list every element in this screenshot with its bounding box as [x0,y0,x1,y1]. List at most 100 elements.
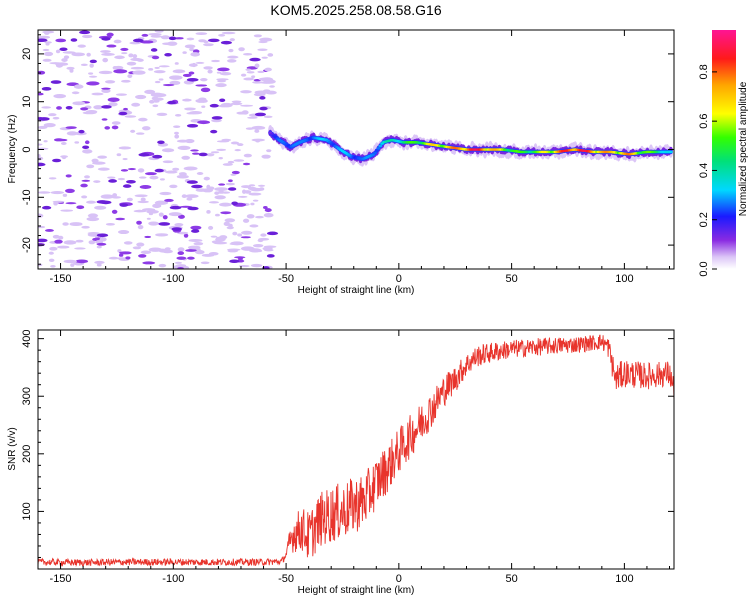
noise-speckle [141,33,149,37]
noise-speckle [218,104,228,108]
noise-speckle-strong [219,98,226,103]
noise-speckle [123,241,133,245]
noise-speckle [111,196,121,199]
noise-speckle [50,190,65,195]
noise-speckle [203,66,213,70]
noise-speckle [128,53,134,58]
noise-speckle [208,252,219,256]
noise-speckle [169,184,178,189]
noise-speckle [175,114,182,117]
noise-speckle [226,226,234,230]
noise-speckle [196,172,204,175]
noise-speckle [172,69,186,74]
noise-speckle [190,149,199,152]
noise-speckle-strong [259,96,266,100]
noise-speckle [177,247,185,252]
noise-speckle [178,214,185,219]
noise-speckle [100,50,111,53]
noise-speckle-strong [38,117,50,121]
top-y-tick-label: 0 [21,146,33,152]
noise-speckle [138,117,148,122]
noise-speckle-strong [52,158,62,163]
noise-speckle [238,195,248,198]
noise-speckle [97,167,110,171]
noise-speckle [152,104,159,108]
noise-speckle [254,129,260,133]
bottom-y-tick-label: 300 [21,387,33,405]
noise-speckle-strong [132,38,144,43]
noise-speckle [154,80,161,84]
colorbar-label: Normalized spectral amplitude [738,81,749,216]
noise-speckle [72,101,86,106]
top-x-axis-label: Height of straight line (km) [298,285,415,296]
doppler-trace [268,124,674,167]
noise-speckle [186,37,195,41]
noise-speckle [181,155,191,160]
bottom-y-tick-label: 400 [21,329,33,347]
noise-speckle [261,56,268,59]
noise-speckle [251,125,266,130]
noise-speckle [236,111,248,115]
noise-speckle [84,140,90,145]
noise-speckle-strong [38,162,46,167]
noise-speckle-strong [187,206,199,211]
noise-speckle [240,104,254,107]
noise-speckle-strong [167,100,176,105]
noise-speckle [161,148,175,153]
top-x-tick-label: -100 [162,273,184,285]
snr-series [38,334,674,567]
noise-speckle [137,225,144,230]
noise-speckle [242,189,247,194]
noise-speckle-strong [191,184,203,189]
noise-speckle [167,41,178,46]
noise-speckle [230,102,243,106]
noise-speckle [236,143,244,147]
noise-speckle-strong [249,57,261,62]
noise-speckle [80,107,89,111]
noise-speckle [266,149,272,153]
bottom-x-tick-label: -150 [50,573,72,585]
noise-speckle [265,90,277,95]
noise-speckle-strong [254,112,266,117]
noise-speckle [106,32,114,37]
noise-speckle-strong [89,59,97,64]
noise-speckle [80,183,88,188]
noise-speckle [229,38,235,42]
noise-speckle [127,74,133,79]
noise-speckle [231,100,242,103]
noise-speckle [219,202,232,207]
noise-speckle [174,223,184,227]
noise-speckle [174,134,180,139]
noise-speckle [215,83,227,88]
top-y-tick-label: -10 [21,189,33,205]
noise-speckle [65,126,77,129]
noise-speckle [82,34,93,39]
colorbar-tick-label: 0.4 [698,163,710,178]
noise-speckle [240,246,255,251]
noise-speckle [258,40,268,44]
noise-speckle-strong [157,140,165,145]
noise-speckle [197,120,211,125]
noise-speckle [192,152,200,155]
noise-speckle [159,178,165,181]
noise-speckle [63,55,70,60]
noise-speckle-strong [38,238,48,243]
noise-speckle [217,190,226,194]
noise-speckle [137,168,145,173]
noise-speckle [211,59,220,63]
noise-speckle [112,65,118,70]
bottom-x-ticks: -150 -100 -50 0 50 100 [37,330,670,585]
noise-speckle [150,92,164,98]
noise-speckle-strong [118,111,128,116]
noise-speckle [75,259,89,264]
noise-speckle [93,105,103,110]
noise-speckle [150,35,163,38]
noise-speckle [119,251,132,255]
noise-speckle [96,263,102,267]
noise-speckle [182,266,190,269]
noise-speckle [137,200,149,204]
noise-speckle-strong [96,200,108,204]
noise-speckle [228,48,234,53]
noise-speckle [177,145,191,150]
noise-speckle [52,116,60,120]
